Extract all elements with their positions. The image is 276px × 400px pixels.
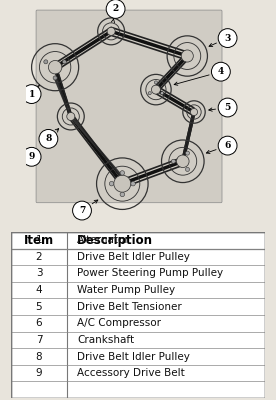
Text: Drive Belt Idler Pulley: Drive Belt Idler Pulley <box>77 352 190 362</box>
Text: 4: 4 <box>36 285 42 295</box>
Circle shape <box>120 171 124 175</box>
Text: 9: 9 <box>28 152 35 161</box>
Text: A/C Compressor: A/C Compressor <box>77 318 161 328</box>
Text: 6: 6 <box>36 318 42 328</box>
Circle shape <box>53 76 57 80</box>
Circle shape <box>48 60 62 74</box>
Text: Drive Belt Idler Pulley: Drive Belt Idler Pulley <box>77 252 190 262</box>
Text: 2: 2 <box>36 252 42 262</box>
Text: 5: 5 <box>36 302 42 312</box>
Circle shape <box>109 182 114 186</box>
Text: Water Pump Pulley: Water Pump Pulley <box>77 285 175 295</box>
Circle shape <box>218 29 237 48</box>
Text: Power Steering Pump Pulley: Power Steering Pump Pulley <box>77 268 223 278</box>
Text: Item: Item <box>24 234 54 247</box>
Circle shape <box>211 62 230 81</box>
Text: 3: 3 <box>36 268 42 278</box>
Text: 7: 7 <box>79 206 85 215</box>
Circle shape <box>62 60 67 64</box>
Circle shape <box>67 112 75 120</box>
Circle shape <box>120 192 124 197</box>
Text: 5: 5 <box>224 103 231 112</box>
Circle shape <box>73 201 91 220</box>
Text: 1: 1 <box>36 235 42 245</box>
Circle shape <box>22 85 41 104</box>
Circle shape <box>171 159 176 163</box>
FancyBboxPatch shape <box>36 10 222 203</box>
Circle shape <box>185 151 190 155</box>
Text: 4: 4 <box>218 67 224 76</box>
Circle shape <box>218 136 237 155</box>
Text: 9: 9 <box>36 368 42 378</box>
Circle shape <box>22 147 41 166</box>
Circle shape <box>152 85 160 94</box>
Circle shape <box>44 60 48 64</box>
Circle shape <box>154 81 158 84</box>
Text: Alternator: Alternator <box>77 235 130 245</box>
Circle shape <box>181 50 193 62</box>
Circle shape <box>114 175 131 192</box>
Circle shape <box>148 92 151 95</box>
Text: Drive Belt Tensioner: Drive Belt Tensioner <box>77 302 182 312</box>
Text: 8: 8 <box>36 352 42 362</box>
Text: 8: 8 <box>45 134 52 143</box>
Circle shape <box>190 108 198 116</box>
Text: Crankshaft: Crankshaft <box>77 335 134 345</box>
Circle shape <box>218 98 237 117</box>
Text: 1: 1 <box>28 90 35 98</box>
Circle shape <box>185 168 190 172</box>
Circle shape <box>177 155 189 168</box>
Text: Accessory Drive Belt: Accessory Drive Belt <box>77 368 185 378</box>
Circle shape <box>39 130 58 148</box>
Circle shape <box>161 92 164 95</box>
Circle shape <box>107 27 115 35</box>
Text: 3: 3 <box>224 34 231 42</box>
Text: 6: 6 <box>224 141 231 150</box>
Text: Description: Description <box>77 234 153 247</box>
Circle shape <box>106 0 125 18</box>
Text: 2: 2 <box>113 4 119 14</box>
Text: 7: 7 <box>36 335 42 345</box>
Circle shape <box>131 182 135 186</box>
